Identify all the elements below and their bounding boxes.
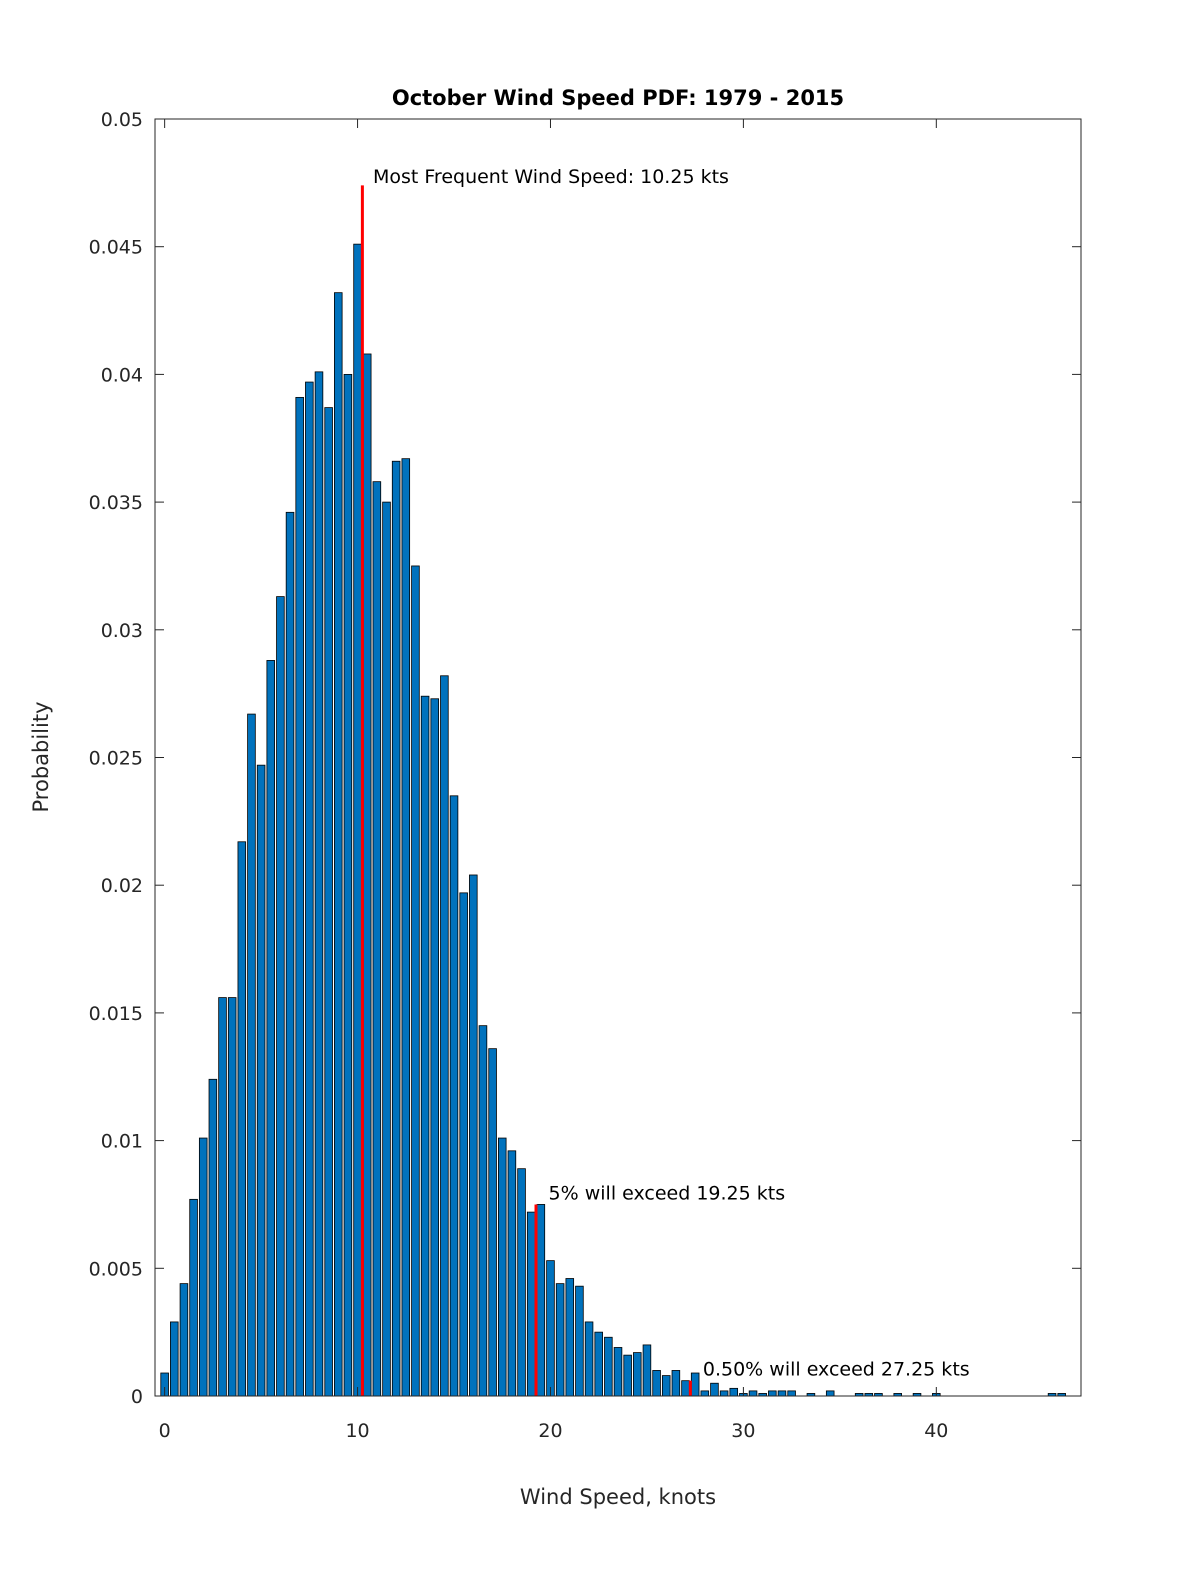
histogram-bar (719, 1390, 729, 1397)
histogram-bar (642, 1344, 652, 1397)
histogram-bar (334, 292, 343, 1397)
histogram-bar (517, 1168, 526, 1397)
histogram-bar (170, 1321, 179, 1397)
histogram-bar (584, 1321, 594, 1397)
histogram-bar (710, 1382, 719, 1397)
y-tick-label: 0 (131, 1386, 143, 1408)
histogram-bar (285, 511, 295, 1397)
histogram-bar (748, 1390, 758, 1397)
y-tick-label: 0.04 (101, 364, 143, 386)
x-tick-label: 10 (345, 1420, 369, 1442)
histogram-bar (825, 1390, 835, 1397)
histogram-bar (777, 1390, 787, 1397)
x-tick-label: 0 (159, 1420, 171, 1442)
histogram-bar (787, 1390, 796, 1397)
y-tick-label: 0.005 (89, 1258, 143, 1280)
histogram-bar (382, 501, 391, 1397)
histogram-bar (700, 1390, 710, 1397)
histogram-bar (391, 460, 401, 1397)
threshold-annotation: 0.50% will exceed 27.25 kts (703, 1359, 970, 1381)
histogram-bar (469, 874, 478, 1397)
histogram-bar (555, 1283, 565, 1397)
histogram-bar (594, 1331, 603, 1397)
histogram-bar (526, 1211, 536, 1397)
histogram-bar (208, 1078, 218, 1397)
histogram-bar (295, 396, 304, 1397)
threshold-annotation: Most Frequent Wind Speed: 10.25 kts (373, 166, 729, 188)
x-tick-label: 40 (924, 1420, 948, 1442)
histogram-bar (459, 892, 468, 1397)
y-tick-label: 0.02 (101, 875, 143, 897)
histogram-bar (353, 243, 362, 1397)
histogram-bar (227, 997, 237, 1397)
x-axis-label: Wind Speed, knots (520, 1485, 716, 1509)
histogram-bar (372, 481, 382, 1397)
histogram-bar (497, 1137, 507, 1397)
x-tick-label: 20 (538, 1420, 562, 1442)
y-tick-label: 0.03 (101, 620, 143, 642)
histogram-bar (507, 1150, 517, 1397)
histogram-bar (305, 381, 314, 1397)
histogram-bar (179, 1283, 189, 1397)
threshold-markers: Most Frequent Wind Speed: 10.25 kts 5% wi… (360, 166, 970, 1396)
histogram-bar (430, 698, 439, 1397)
histogram-bar (536, 1204, 546, 1397)
histogram-bar (565, 1278, 575, 1397)
threshold-annotation: 5% will exceed 19.25 kts (549, 1182, 786, 1204)
histogram-bar (633, 1352, 642, 1397)
axis-ticks (155, 118, 1081, 1397)
histogram-bar (440, 675, 449, 1397)
histogram-bar (411, 565, 420, 1397)
y-axis-label: Probability (29, 701, 53, 812)
histogram-bar (729, 1387, 739, 1397)
histogram-bar (488, 1048, 497, 1397)
histogram-bar (768, 1390, 777, 1397)
histogram-bar (189, 1198, 198, 1397)
histogram-bar (266, 660, 276, 1397)
y-tick-label: 0.045 (89, 237, 143, 259)
histogram-bar (401, 458, 411, 1397)
y-tick-labels: 0 0.005 0.01 0.015 0.02 0.025 0.03 0.035 0.04 0.0… (89, 109, 143, 1408)
histogram-bar (671, 1370, 681, 1397)
x-tick-label: 30 (731, 1420, 755, 1442)
y-tick-label: 0.015 (89, 1003, 143, 1025)
histogram-bar (247, 713, 256, 1397)
histogram-bar (681, 1380, 690, 1397)
y-tick-label: 0.035 (89, 492, 143, 514)
histogram-bar (604, 1336, 613, 1397)
y-tick-label: 0.01 (101, 1131, 143, 1153)
histogram-bar (546, 1260, 555, 1397)
y-tick-label: 0.025 (89, 748, 143, 770)
histogram-bar (420, 695, 430, 1397)
histogram-bar (314, 371, 324, 1397)
histogram-bar (218, 997, 227, 1397)
chart-title: October Wind Speed PDF: 1979 - 2015 (392, 86, 844, 110)
histogram-bar (661, 1375, 671, 1397)
histogram-bar (478, 1025, 488, 1397)
histogram-bar (613, 1347, 623, 1397)
histogram-bar (575, 1285, 584, 1397)
histogram-bar (690, 1372, 700, 1397)
histogram-bar (652, 1370, 661, 1397)
histogram-bar (324, 407, 333, 1397)
histogram-bar (237, 841, 247, 1397)
y-tick-label: 0.05 (101, 109, 143, 131)
histogram-bar (449, 795, 459, 1397)
histogram-bar (256, 764, 266, 1397)
histogram-bar (362, 353, 372, 1397)
histogram-bar (198, 1137, 208, 1397)
x-tick-labels: 0 10 20 30 40 (159, 1420, 949, 1442)
histogram-bar (276, 596, 285, 1397)
histogram-bar (623, 1354, 632, 1397)
histogram-bar (343, 373, 353, 1397)
bar-series (160, 243, 1066, 1397)
